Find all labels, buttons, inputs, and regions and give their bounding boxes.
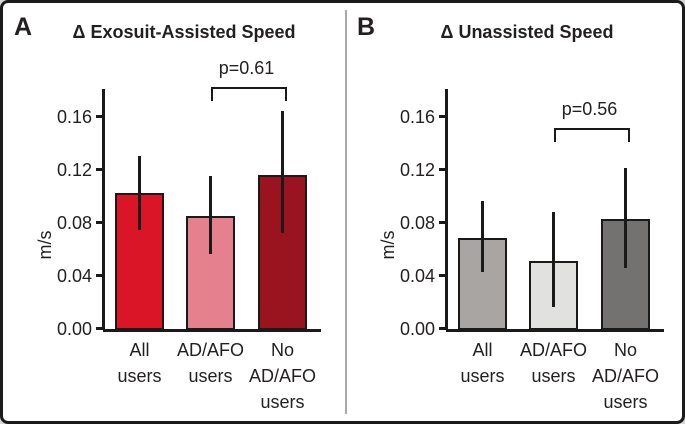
y-axis-tick-mark <box>96 327 103 330</box>
y-axis-tick-label: 0.04 <box>56 265 92 286</box>
category-label: All users <box>460 340 505 386</box>
y-axis-tick-label: 0.08 <box>56 212 92 233</box>
x-axis-baseline <box>446 328 664 332</box>
category-label: No AD/AFO users <box>591 340 660 412</box>
y-axis-tick-label: 0.12 <box>399 159 435 180</box>
y-axis-tick-mark <box>96 168 103 171</box>
y-axis-tick-label: 0.00 <box>399 318 435 339</box>
error-bar <box>138 156 141 231</box>
x-axis-baseline <box>103 328 321 332</box>
y-axis-tick-mark <box>96 221 103 224</box>
bar-all-users <box>458 238 507 330</box>
chart-title: Δ Exosuit-Assisted Speed <box>72 22 296 42</box>
panel-divider <box>345 10 347 414</box>
error-bar <box>624 168 627 268</box>
category-label: AD/AFO users <box>519 340 588 386</box>
panel-a-exosuit-assisted: A Δ Exosuit-Assisted Speed m/s 0.00 0.04 0… <box>3 3 345 421</box>
error-bar <box>209 176 212 255</box>
error-bar <box>281 111 284 234</box>
panel-letter: A <box>14 13 33 41</box>
bar-no-ad-afo-users <box>601 218 650 330</box>
p-value-label: p=0.56 <box>561 99 618 120</box>
error-bar <box>552 211 555 308</box>
category-label: AD/AFO users <box>176 340 245 386</box>
y-axis-tick-label: 0.04 <box>399 265 435 286</box>
panel-letter: B <box>357 13 376 41</box>
y-axis-tick-mark <box>439 168 446 171</box>
y-axis-tick-label: 0.12 <box>56 159 92 180</box>
category-label: No AD/AFO users <box>248 340 317 412</box>
y-axis-tick-mark <box>439 274 446 277</box>
y-axis-tick-mark <box>439 115 446 118</box>
p-value-label: p=0.61 <box>218 58 275 79</box>
y-axis-tick-mark <box>96 115 103 118</box>
y-axis-tick-label: 0.08 <box>399 212 435 233</box>
category-label: All users <box>117 340 162 386</box>
y-axis-tick-mark <box>96 274 103 277</box>
y-axis-tick-mark <box>439 221 446 224</box>
panel-b-unassisted: B Δ Unassisted Speed m/s 0.00 0.04 0.08 0.1… <box>346 3 682 421</box>
y-axis-tick-label: 0.16 <box>399 106 435 127</box>
significance-bracket <box>210 87 287 102</box>
error-bar <box>481 201 484 272</box>
y-axis-tick-mark <box>439 327 446 330</box>
y-axis-line <box>101 89 105 330</box>
y-axis-tick-label: 0.16 <box>56 106 92 127</box>
y-axis-tick-label: 0.00 <box>56 318 92 339</box>
y-axis-line <box>444 89 448 330</box>
chart-title: Δ Unassisted Speed <box>440 22 614 42</box>
significance-bracket <box>553 128 630 143</box>
